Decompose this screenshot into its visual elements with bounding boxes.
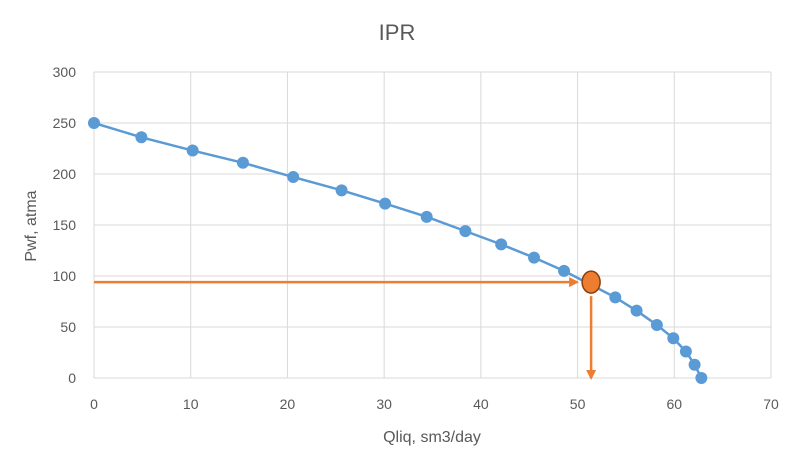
tick-labels: 0 50 100 150 200 250 300 0 10 20 30 40 50 60 70 <box>53 64 779 412</box>
ipr-data-point <box>667 332 680 345</box>
y-tick-label: 300 <box>53 64 77 80</box>
ipr-data-point <box>695 372 708 384</box>
ipr-series-line <box>93 121 703 379</box>
ipr-data-point <box>379 197 392 210</box>
ipr-data-point <box>528 251 541 264</box>
y-tick-label: 50 <box>60 319 76 335</box>
ipr-data-point <box>287 171 300 184</box>
ipr-data-point <box>688 358 701 371</box>
x-tick-label: 50 <box>570 396 586 412</box>
ipr-data-point <box>420 210 433 223</box>
ipr-data-point <box>558 264 571 277</box>
y-tick-label: 100 <box>53 268 77 284</box>
ipr-data-point <box>135 131 148 144</box>
x-tick-label: 20 <box>280 396 296 412</box>
ipr-data-point <box>609 291 622 304</box>
y-axis-title: Pwf, atma <box>23 190 40 261</box>
grid-layer <box>93 71 772 379</box>
y-tick-label: 200 <box>53 166 77 182</box>
chart-title: IPR <box>379 20 416 45</box>
ipr-data-point <box>236 156 249 169</box>
ipr-data-point <box>335 184 348 197</box>
operating-point-marker <box>581 270 601 294</box>
series-layer <box>88 117 708 384</box>
x-tick-label: 40 <box>473 396 489 412</box>
ipr-data-point <box>88 117 100 129</box>
y-tick-label: 0 <box>68 370 76 386</box>
y-tick-label: 250 <box>53 115 77 131</box>
operating-point-annotation <box>94 270 601 380</box>
x-axis-title: Qliq, sm3/day <box>383 429 481 446</box>
ipr-data-point <box>679 345 692 358</box>
x-tick-label: 30 <box>376 396 392 412</box>
x-tick-label: 10 <box>183 396 199 412</box>
ipr-data-point <box>630 304 643 317</box>
ipr-data-point <box>495 238 508 251</box>
x-tick-label: 70 <box>763 396 779 412</box>
ipr-data-point <box>186 144 199 157</box>
x-tick-label: 0 <box>90 396 98 412</box>
ipr-data-point <box>459 225 472 238</box>
y-tick-label: 150 <box>53 217 77 233</box>
x-tick-label: 60 <box>666 396 682 412</box>
ipr-data-point <box>650 318 663 331</box>
